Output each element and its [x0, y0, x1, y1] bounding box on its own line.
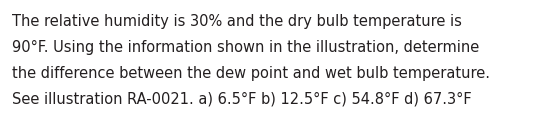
- Text: the difference between the dew point and wet bulb temperature.: the difference between the dew point and…: [12, 66, 490, 81]
- Text: 90°F. Using the information shown in the illustration, determine: 90°F. Using the information shown in the…: [12, 40, 479, 55]
- Text: The relative humidity is 30% and the dry bulb temperature is: The relative humidity is 30% and the dry…: [12, 14, 462, 29]
- Text: See illustration RA-0021. a) 6.5°F b) 12.5°F c) 54.8°F d) 67.3°F: See illustration RA-0021. a) 6.5°F b) 12…: [12, 92, 472, 107]
